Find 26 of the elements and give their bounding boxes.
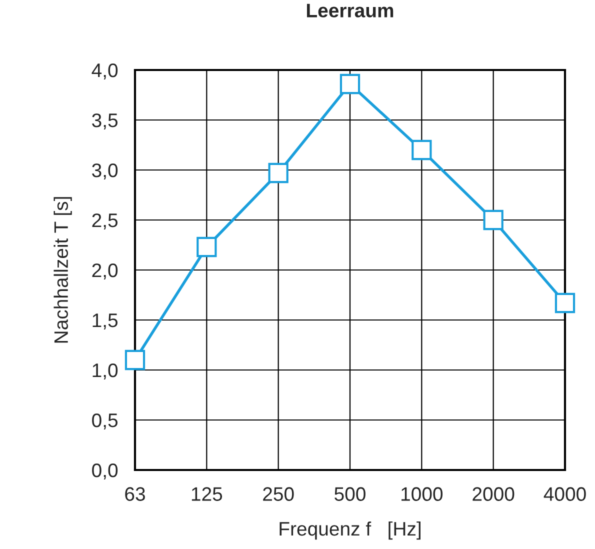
- point: [196, 236, 217, 258]
- y-tick-label: 2,5: [92, 213, 118, 230]
- y-tick-label: 3,0: [92, 163, 118, 180]
- point: [340, 74, 360, 94]
- y-tick-label: 4,0: [92, 63, 118, 80]
- point: [124, 350, 146, 370]
- y-tick-label: 3,5: [92, 113, 118, 130]
- y-tick-label: 2,0: [92, 263, 118, 280]
- x-tick-label: 2000: [472, 487, 514, 501]
- x-axis-title: Frequenz f [Hz]: [280, 521, 420, 540]
- y-tick-label: 0,5: [92, 413, 118, 430]
- chart-title: Leerraum: [306, 4, 394, 18]
- y-tick-label: 1,5: [92, 314, 118, 330]
- point: [268, 162, 288, 184]
- x-tick-label: 250: [263, 487, 294, 501]
- point: [554, 292, 576, 314]
- x-tick-label: 63: [125, 487, 145, 501]
- x-tick-label: 125: [192, 487, 222, 501]
- y-tick-label: 1,0: [92, 363, 118, 380]
- x-tick-label: 4000: [544, 487, 586, 501]
- x-tick-label: 1000: [402, 487, 443, 501]
- y-tick-label: 0,0: [92, 463, 118, 480]
- point: [483, 210, 504, 230]
- y-axis-title: Nachhallzeit T [s]: [54, 197, 72, 343]
- point: [412, 140, 432, 160]
- x-tick-label: 500: [334, 487, 366, 501]
